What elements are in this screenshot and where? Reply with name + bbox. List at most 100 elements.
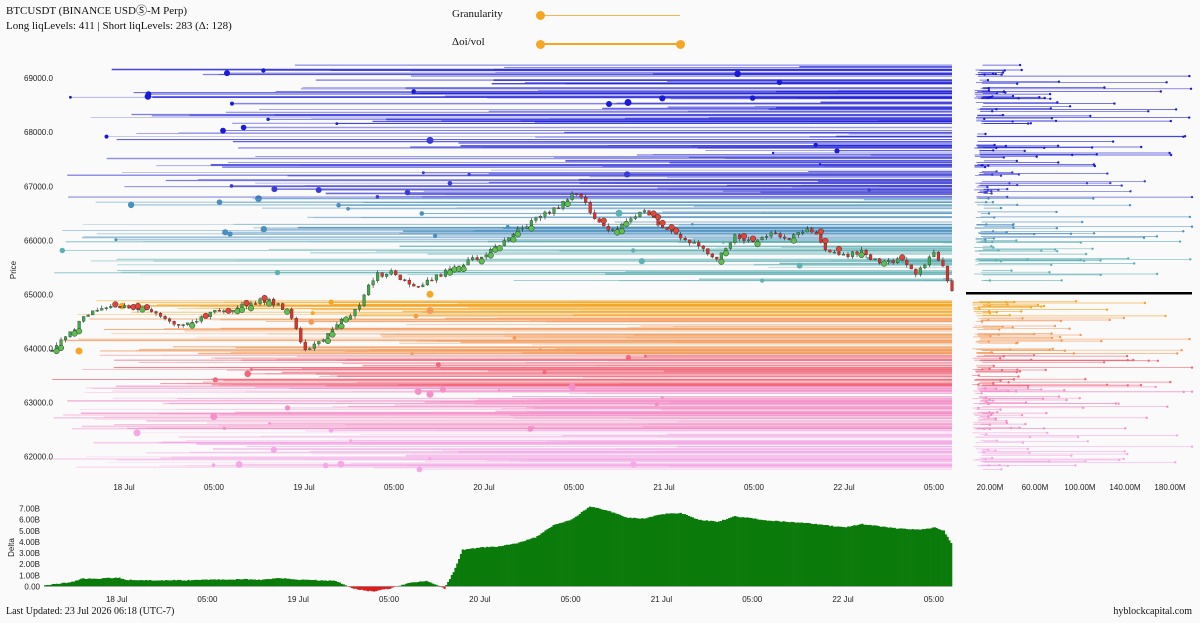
delta-positive-bar	[669, 513, 672, 587]
delta-positive-bar	[726, 519, 729, 587]
liq-event-marker	[881, 260, 888, 267]
delta-positive-bar	[122, 578, 125, 587]
side-volume-dot	[1011, 326, 1014, 329]
candle-down	[706, 248, 710, 255]
delta-positive-bar	[554, 524, 557, 587]
liq-levels-summary: Long liqLevels: 411 | Short liqLevels: 2…	[6, 20, 232, 32]
candle-down	[665, 227, 669, 230]
delta-positive-bar	[255, 580, 259, 587]
delta-positive-bar	[776, 520, 779, 587]
side-volume-dot	[1086, 440, 1090, 443]
side-volume-dot	[1011, 171, 1014, 174]
delta-positive-bar	[161, 580, 164, 587]
delta-negative-bar	[441, 586, 444, 588]
oi-vol-range-track[interactable]	[540, 43, 680, 45]
liq-event-marker	[899, 254, 906, 261]
delta-positive-bar	[839, 526, 842, 587]
candle-up	[918, 267, 922, 275]
liq-level-marker	[447, 181, 453, 186]
delta-positive-bar	[861, 523, 864, 587]
delta-positive-bar	[71, 581, 74, 587]
liq-level-marker	[497, 389, 501, 392]
candle-up	[502, 240, 506, 246]
liq-level-marker	[271, 186, 278, 193]
candle-down	[403, 279, 407, 281]
delta-positive-bar	[897, 528, 900, 587]
side-volume-dot	[987, 212, 991, 215]
delta-positive-bar	[822, 525, 826, 587]
delta-positive-bar	[834, 526, 838, 587]
delta-positive-bar	[901, 528, 904, 587]
delta-positive-bar	[717, 521, 721, 587]
delta-positive-bar	[96, 578, 99, 587]
delta-positive-bar	[459, 553, 462, 587]
side-volume-dot	[1084, 252, 1088, 256]
delta-positive-bar	[657, 514, 660, 587]
side-volume-dot	[1055, 227, 1059, 230]
delta-positive-bar	[280, 578, 283, 587]
side-volume-dot	[1028, 451, 1031, 455]
candle-down	[679, 234, 683, 239]
side-volume-dot	[1074, 300, 1078, 303]
delta-positive-bar	[808, 523, 812, 587]
delta-positive-bar	[506, 544, 509, 587]
oi-vol-max-handle[interactable]	[676, 40, 685, 49]
delta-positive-bar	[560, 522, 563, 587]
candle-down	[412, 284, 416, 287]
delta-positive-bar	[832, 526, 836, 587]
delta-positive-bar	[867, 525, 870, 587]
delta-positive-bar	[772, 521, 775, 587]
granularity-slider-handle[interactable]	[536, 11, 545, 20]
liq-level-marker	[260, 226, 267, 233]
side-volume-dot	[983, 117, 986, 121]
delta-time-tick-label: 05:00	[379, 595, 400, 604]
side-volume-dot	[984, 458, 987, 461]
delta-positive-bar	[84, 579, 87, 587]
delta-positive-bar	[550, 526, 553, 587]
candle-up	[923, 264, 927, 269]
liq-event-marker	[247, 305, 255, 312]
delta-positive-bar	[417, 581, 420, 587]
brand-link[interactable]: hyblockcapital.com	[1113, 606, 1192, 617]
candle-up	[50, 350, 54, 352]
delta-positive-bar	[528, 539, 531, 587]
side-volume-dot	[989, 351, 993, 354]
delta-positive-bar	[259, 580, 263, 587]
candle-down	[737, 234, 741, 239]
delta-positive-bar	[235, 579, 239, 587]
delta-positive-bar	[536, 535, 539, 587]
candle-up	[186, 322, 190, 325]
side-volume-dot	[987, 310, 991, 313]
delta-positive-bar	[415, 582, 418, 587]
time-tick-label: 05:00	[384, 483, 405, 492]
delta-positive-bar	[191, 580, 194, 587]
delta-plot-area[interactable]	[44, 506, 953, 592]
candle-up	[385, 273, 389, 277]
side-volume-dot	[1129, 190, 1132, 193]
granularity-track[interactable]	[540, 15, 680, 16]
side-volume-dot	[986, 78, 990, 82]
delta-positive-bar	[699, 519, 703, 587]
liq-level-marker	[606, 101, 612, 107]
delta-negative-bar	[380, 586, 384, 590]
candle-up	[642, 210, 647, 213]
delta-positive-bar	[278, 578, 281, 587]
side-volume-dot	[1142, 236, 1146, 239]
candle-down	[407, 279, 411, 285]
liq-cluster-marker	[426, 390, 434, 398]
delta-positive-bar	[421, 581, 424, 587]
side-volume-dot	[987, 301, 990, 304]
candle-up	[317, 341, 321, 345]
oi-vol-min-handle[interactable]	[536, 40, 545, 49]
price-plot-area[interactable]	[50, 64, 954, 473]
side-volume-dot	[1049, 97, 1052, 101]
delta-positive-bar	[800, 522, 803, 587]
delta-positive-bar	[665, 513, 668, 587]
delta-positive-bar	[814, 523, 818, 587]
candle-down	[647, 210, 651, 216]
liq-level-marker	[240, 124, 247, 131]
liq-level-marker	[310, 311, 315, 316]
delta-positive-bar	[401, 584, 404, 587]
liq-level-marker	[220, 127, 226, 134]
delta-positive-bar	[173, 579, 176, 587]
